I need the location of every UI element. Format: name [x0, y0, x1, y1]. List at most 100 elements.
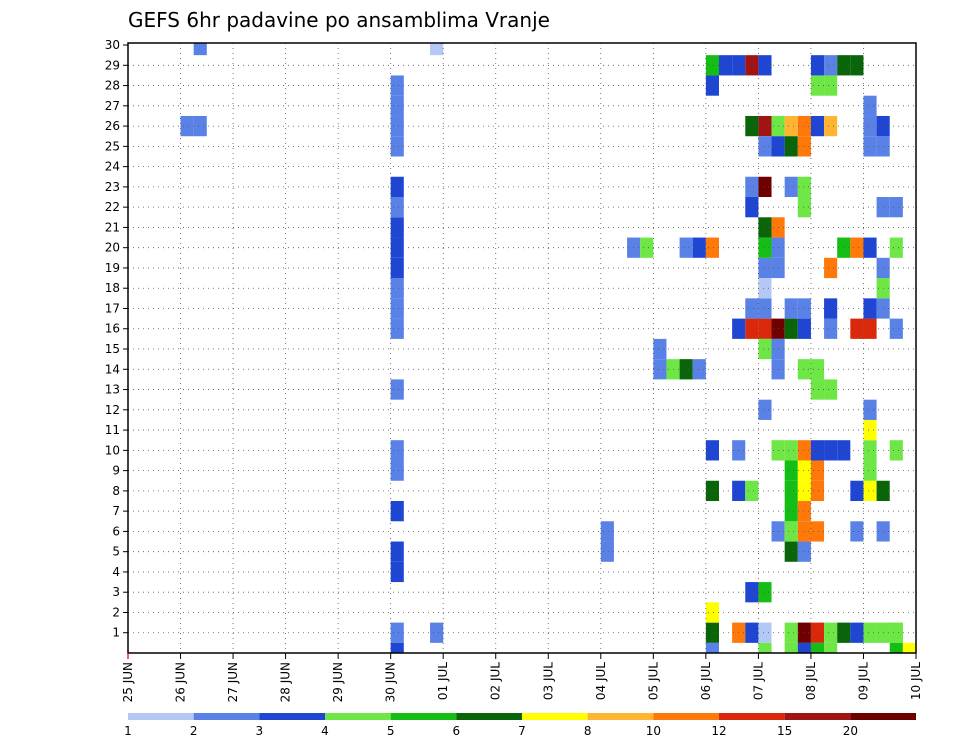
heatmap-cell [797, 298, 811, 319]
heatmap-cell [745, 480, 759, 502]
heatmap-cell [810, 480, 825, 502]
heatmap-cell [797, 501, 811, 522]
heatmap-cell [430, 622, 444, 643]
colorbar-swatch [390, 713, 457, 720]
x-tick-label: 30 JUN [384, 662, 398, 702]
x-tick-label: 09 JUL [856, 662, 870, 700]
heatmap-cell [784, 176, 798, 198]
colorbar-swatch [784, 713, 851, 720]
heatmap-cell [850, 55, 864, 76]
heatmap-cell [745, 176, 759, 198]
heatmap-cell [824, 622, 838, 643]
y-tick-label: 28 [105, 79, 120, 93]
heatmap-cell [390, 541, 404, 562]
y-tick-label: 25 [105, 139, 120, 153]
heatmap-cell [390, 115, 404, 137]
heatmap-cell [889, 440, 903, 461]
x-tick-label: 10 JUL [909, 662, 923, 700]
x-tick-label: 25 JUN [121, 662, 135, 702]
heatmap-cell [758, 338, 772, 360]
colorbar-label: 8 [584, 724, 592, 738]
heatmap-cell [745, 298, 759, 319]
heatmap-cell [824, 642, 838, 653]
heatmap-cell [745, 622, 759, 643]
heatmap-cell [863, 460, 877, 481]
chart-title: GEFS 6hr padavine po ansamblima Vranje [128, 8, 550, 32]
colorbar-swatch [325, 713, 391, 720]
x-tick-label: 04 JUL [594, 662, 608, 700]
heatmap-cell [797, 521, 811, 542]
heatmap-cell [758, 136, 772, 157]
heatmap-cell [797, 480, 811, 502]
heatmap-cell [889, 622, 903, 643]
heatmap-cell [758, 642, 772, 653]
heatmap-cell [758, 115, 772, 137]
heatmap-cell [390, 298, 404, 319]
heatmap-cell [705, 237, 719, 258]
y-tick-label: 17 [105, 301, 120, 315]
heatmap-cell [810, 622, 825, 643]
heatmap-cell [784, 480, 798, 502]
colorbar-label: 12 [711, 724, 726, 738]
heatmap-cell [692, 359, 706, 380]
heatmap-cell [758, 257, 772, 279]
heatmap-cell [863, 419, 877, 441]
colorbar-label: 10 [646, 724, 661, 738]
heatmap-cell [390, 197, 404, 218]
heatmap-cell [390, 257, 404, 279]
heatmap-cell [600, 521, 614, 542]
heatmap-cell [784, 115, 798, 137]
heatmap-cell [797, 541, 811, 562]
heatmap-cell [810, 75, 825, 96]
heatmap-cell [193, 115, 207, 137]
colorbar-label: 20 [843, 724, 858, 738]
heatmap-cell [902, 642, 916, 653]
colorbar-swatch [193, 713, 260, 720]
heatmap-cell [705, 642, 719, 653]
y-tick-label: 6 [112, 524, 120, 538]
colorbar-swatch [128, 713, 194, 720]
y-tick-label: 14 [105, 362, 120, 376]
y-tick-label: 7 [112, 504, 120, 518]
heatmap-cell [390, 237, 404, 258]
colorbar-swatch [259, 713, 325, 720]
colorbar-label: 7 [518, 724, 526, 738]
heatmap-cell [784, 541, 798, 562]
heatmap-cell [653, 359, 667, 380]
heatmap-cell [797, 197, 811, 218]
heatmap-cell [810, 440, 825, 461]
colorbar: 1 2 3 4 5 6 7 8 10 12 15 20 [124, 713, 916, 738]
heatmap-cell [810, 642, 825, 653]
heatmap-cell [705, 55, 719, 76]
colorbar-swatch [719, 713, 785, 720]
colorbar-swatch [653, 713, 719, 720]
colorbar-label: 6 [453, 724, 461, 738]
heatmap-cell [797, 136, 811, 157]
heatmap-cell [850, 521, 864, 542]
heatmap-cell [810, 460, 825, 481]
x-axis: 25 JUN 26 JUN 27 JUN 28 JUN 29 JUN 30 JUN 01 J… [121, 653, 923, 702]
heatmap-cell [863, 136, 877, 157]
heatmap-cell [390, 217, 404, 238]
heatmap-cell [824, 298, 838, 319]
heatmap-cell [850, 622, 864, 643]
heatmap-cell [390, 622, 404, 643]
heatmap-cell [758, 176, 772, 198]
heatmap-cell [824, 257, 838, 279]
heatmap-cell [863, 622, 877, 643]
heatmap-cell [797, 440, 811, 461]
heatmap-cell [745, 582, 759, 603]
heatmap-cell [797, 115, 811, 137]
heatmap-cell [889, 318, 903, 339]
heatmap-cell [810, 521, 825, 542]
heatmap-cell [863, 115, 877, 137]
heatmap-cell [758, 237, 772, 258]
heatmap-cell [390, 318, 404, 339]
colorbar-label: 15 [777, 724, 792, 738]
heatmap-cell [784, 318, 798, 339]
heatmap-cell [797, 642, 811, 653]
y-axis: 1234567891011121314151617181920212223242… [105, 38, 128, 640]
y-tick-label: 4 [112, 565, 120, 579]
y-tick-label: 13 [105, 383, 120, 397]
heatmap-cell [390, 379, 404, 400]
